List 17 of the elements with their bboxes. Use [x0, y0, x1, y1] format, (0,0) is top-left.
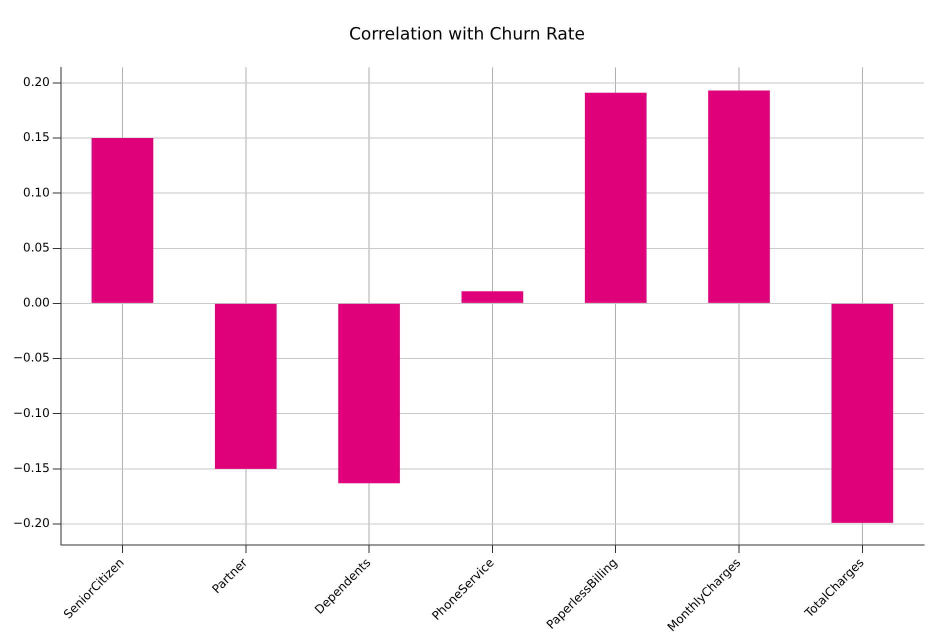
y-tick-label: 0.20	[23, 74, 50, 89]
bar	[708, 90, 770, 303]
y-tick-label: 0.05	[23, 240, 50, 254]
bar	[462, 291, 524, 303]
bar	[584, 92, 647, 303]
y-tick-label: −0.15	[12, 460, 50, 475]
chart-title: Correlation with Churn Rate	[349, 24, 585, 45]
bar	[338, 304, 400, 484]
y-tick-label: 0.00	[23, 296, 50, 310]
bar	[832, 304, 894, 523]
y-tick-label: 0.15	[23, 130, 50, 144]
bar	[214, 304, 277, 469]
y-tick-label: −0.20	[12, 516, 50, 530]
bar	[92, 138, 154, 303]
y-tick-label: −0.10	[12, 406, 50, 420]
y-tick-label: 0.10	[23, 185, 50, 200]
y-tick-label: −0.05	[12, 350, 50, 365]
